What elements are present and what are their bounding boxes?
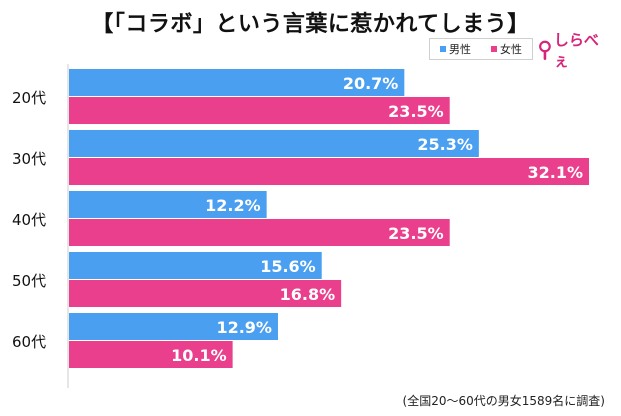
footnote: (全国20〜60代の男女1589名に調査) <box>402 394 605 408</box>
legend-item-female: 女性 <box>491 41 522 57</box>
data-label: 20.7% <box>343 74 399 93</box>
bar-female <box>69 341 233 368</box>
data-label: 10.1% <box>171 346 227 365</box>
data-label: 32.1% <box>528 163 584 182</box>
category-label: 50代 <box>12 272 46 290</box>
magnifier-icon <box>539 40 551 60</box>
bar-male <box>69 69 405 96</box>
brand-logo: しらべぇ <box>538 31 606 70</box>
data-label: 12.2% <box>205 196 261 215</box>
category-label: 40代 <box>12 211 46 229</box>
legend: 男性 女性 <box>429 38 533 60</box>
legend-label-male: 男性 <box>449 43 471 56</box>
data-label: 23.5% <box>388 224 444 243</box>
category-label: 20代 <box>12 89 46 107</box>
category-label: 30代 <box>12 150 46 168</box>
category-label: 60代 <box>12 333 46 351</box>
legend-swatch-female <box>491 46 497 52</box>
bar-female <box>69 280 342 307</box>
data-label: 16.8% <box>280 285 336 304</box>
chart-title: 【「コラボ」という言葉に惹かれてしまう】 <box>91 12 530 37</box>
bar-male <box>69 130 479 157</box>
legend-label-female: 女性 <box>500 43 522 56</box>
bar-female <box>69 219 450 246</box>
brand-name: しらべぇ <box>553 31 599 70</box>
bar-female <box>69 97 450 124</box>
bar-male <box>69 313 278 340</box>
data-label: 25.3% <box>417 135 473 154</box>
data-label: 15.6% <box>260 257 316 276</box>
legend-swatch-male <box>440 46 446 52</box>
bar-male <box>69 252 322 279</box>
bar-female <box>69 158 590 185</box>
data-label: 12.9% <box>216 318 272 337</box>
legend-item-male: 男性 <box>440 41 471 57</box>
data-label: 23.5% <box>388 102 444 121</box>
bar-male <box>69 191 267 218</box>
